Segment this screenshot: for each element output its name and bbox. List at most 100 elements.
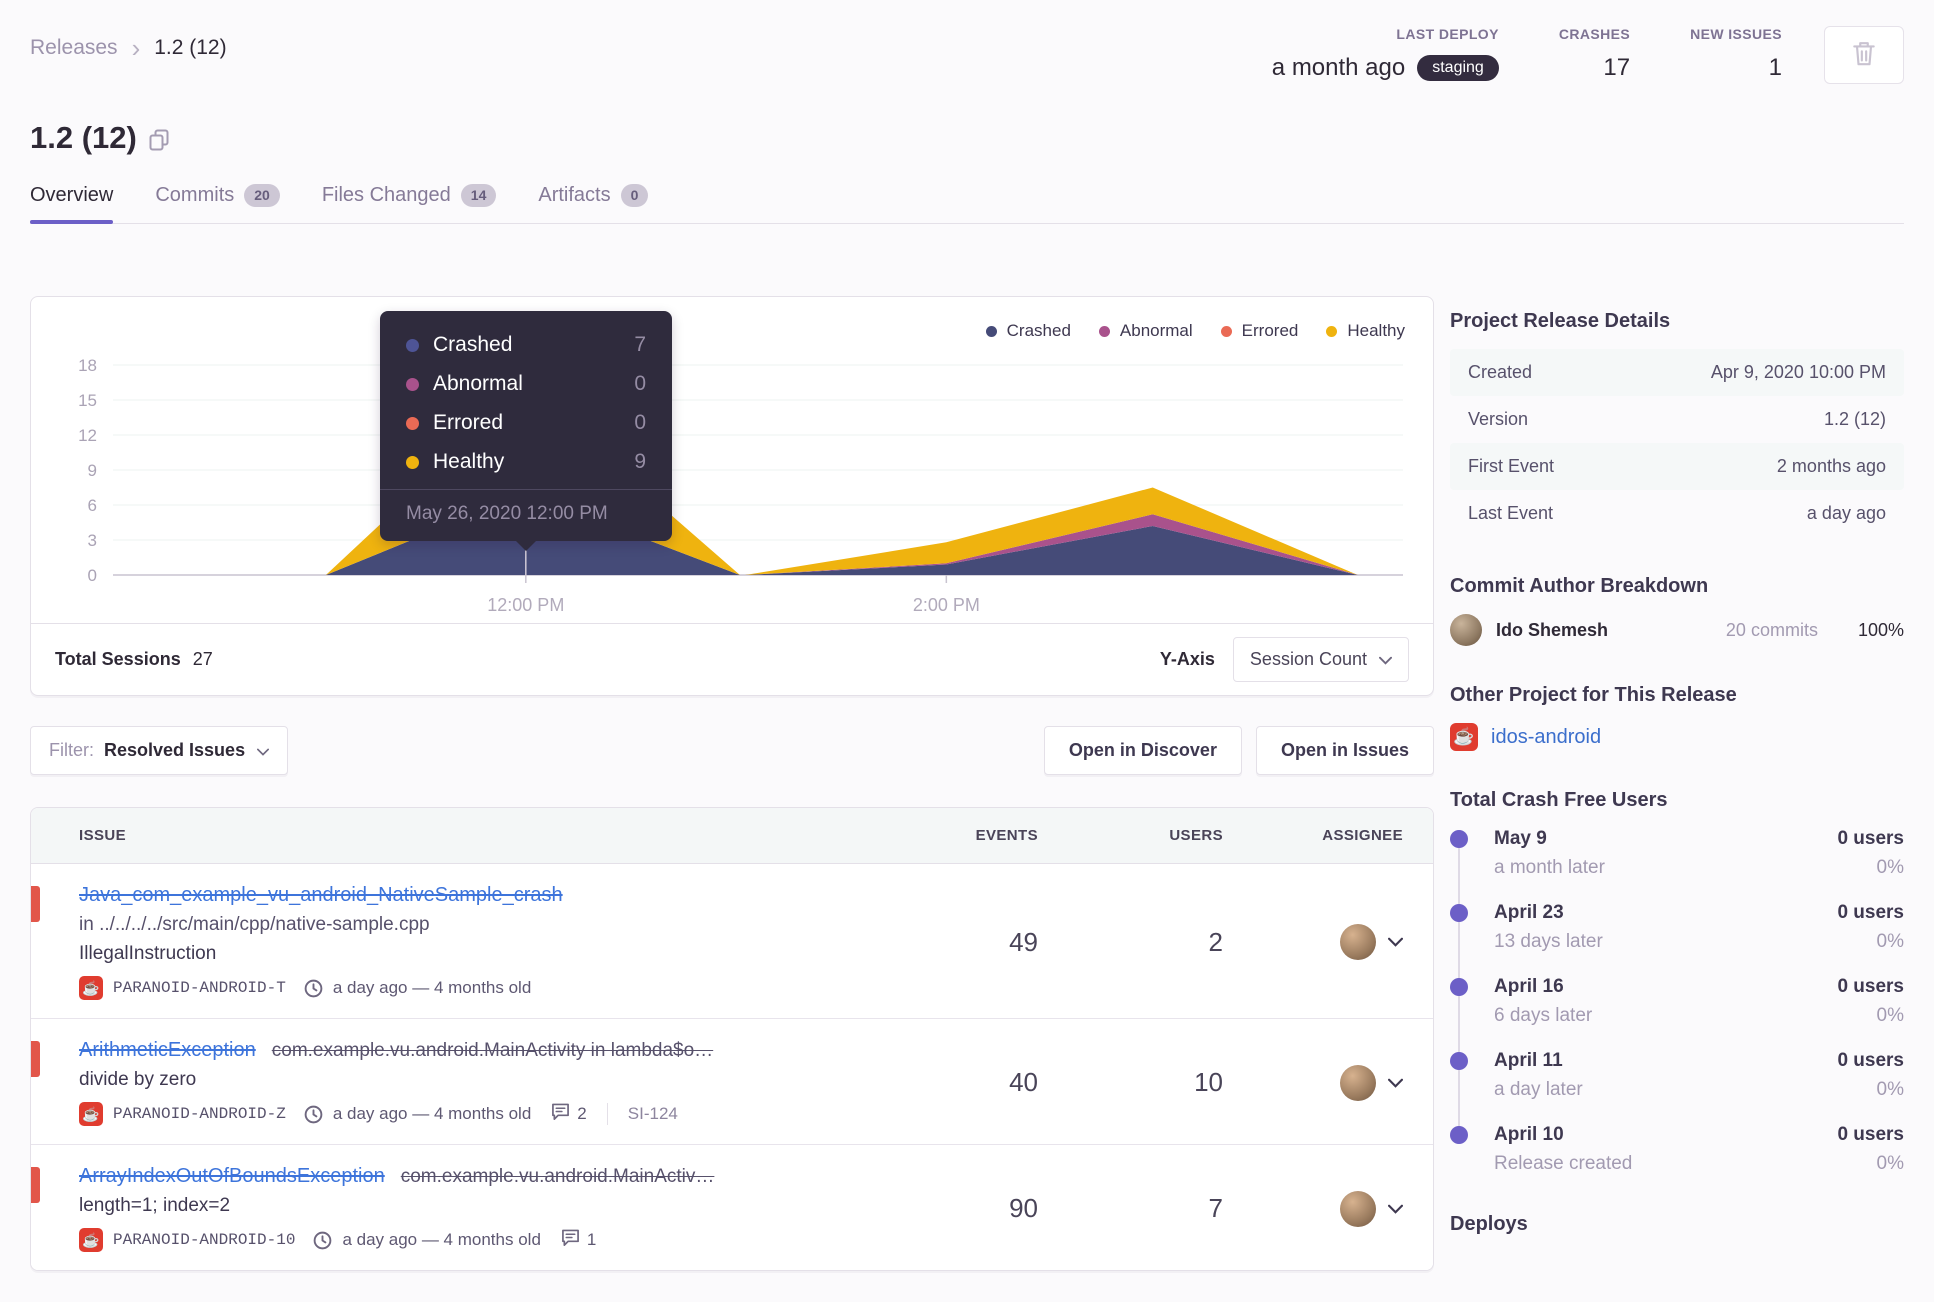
other-project-link[interactable]: idos-android (1491, 725, 1602, 748)
open-in-discover-button[interactable]: Open in Discover (1043, 726, 1242, 775)
crash-free-section: Total Crash Free Users May 9 a month late… (1450, 789, 1904, 1175)
timeline-dot (1450, 978, 1468, 996)
project-icon: ☕ (79, 976, 103, 1000)
yaxis-select[interactable]: Session Count (1232, 637, 1409, 682)
timeline-percent: 0% (1876, 1079, 1904, 1100)
svg-text:0: 0 (88, 566, 97, 585)
timeline-dot (1450, 1126, 1468, 1144)
chart-tooltip: Crashed 7 Abnormal 0 Errored 0 Healthy 9 May 26… (380, 311, 672, 551)
release-detail-row: Created Apr 9, 2020 10:00 PM (1450, 349, 1904, 396)
tooltip-series-value: 0 (634, 372, 646, 395)
column-header-events: EVENTS (975, 827, 1038, 844)
open-in-issues-button[interactable]: Open in Issues (1255, 726, 1434, 775)
svg-text:6: 6 (88, 496, 97, 515)
crash-free-timeline: May 9 a month later 0 users 0% April 23 13 da… (1450, 828, 1904, 1175)
total-sessions-value: 27 (192, 649, 213, 669)
project-icon: ☕ (79, 1228, 103, 1252)
legend-item-errored[interactable]: Errored (1220, 321, 1299, 341)
other-project-row: ☕ idos-android (1450, 723, 1904, 751)
breadcrumb-current: 1.2 (12) (154, 36, 227, 59)
breadcrumb-releases-link[interactable]: Releases (30, 36, 118, 59)
issues-filter-dropdown[interactable]: Filter: Resolved Issues (30, 726, 289, 775)
tab-overview[interactable]: Overview (30, 184, 114, 224)
issue-message: length=1; index=2 (79, 1195, 231, 1216)
issue-events-count: 40 (1009, 1067, 1038, 1097)
issue-row: ArithmeticException com.example.vu.androi… (31, 1019, 1433, 1145)
copy-icon (149, 129, 169, 154)
chevron-down-icon (1379, 649, 1392, 670)
column-header-users: USERS (1169, 827, 1223, 844)
stat-crashes: CRASHES 17 (1559, 26, 1630, 82)
timeline-dot (1450, 1052, 1468, 1070)
issue-title-link[interactable]: ArithmeticException (79, 1039, 256, 1061)
legend-item-healthy[interactable]: Healthy (1326, 321, 1405, 341)
legend-item-abnormal[interactable]: Abnormal (1098, 321, 1193, 341)
legend-dot (1326, 325, 1338, 337)
chevron-down-icon (1388, 1078, 1403, 1088)
legend-label: Errored (1241, 321, 1299, 340)
delete-release-button[interactable] (1824, 26, 1904, 84)
breadcrumb: Releases › 1.2 (12) (30, 26, 227, 61)
issues-table-header: ISSUE EVENTS USERS ASSIGNEE (31, 808, 1433, 864)
tooltip-dot (406, 416, 419, 430)
tab-bar: Overview Commits 20 Files Changed 14 Art… (30, 184, 1904, 224)
chevron-down-icon (1388, 1204, 1403, 1214)
yaxis-select-value: Session Count (1249, 649, 1367, 669)
legend-item-crashed[interactable]: Crashed (985, 321, 1071, 341)
tooltip-rows: Crashed 7 Abnormal 0 Errored 0 Healthy 9 (406, 333, 646, 474)
legend-label: Healthy (1347, 321, 1405, 340)
issue-cell: ArrayIndexOutOfBoundsException com.exampl… (79, 1165, 878, 1252)
tab-badge: 20 (244, 184, 280, 207)
section-heading: Project Release Details (1450, 310, 1671, 332)
stat-new-issues: NEW ISSUES 1 (1690, 26, 1782, 82)
header-stats: LAST DEPLOY a month ago staging CRASHES … (1272, 26, 1904, 84)
tab-artifacts[interactable]: Artifacts 0 (538, 184, 649, 223)
timeline-percent: 0% (1876, 1153, 1904, 1174)
release-details-section: Project Release Details Created Apr 9, 20… (1450, 310, 1904, 537)
sidebar: Project Release Details Created Apr 9, 20… (1450, 296, 1904, 1252)
issue-age: a day ago — 4 months old (342, 1230, 541, 1249)
yaxis-label: Y-Axis (1159, 649, 1215, 669)
timeline-percent: 0% (1876, 857, 1904, 878)
timeline-sublabel: a day later (1494, 1079, 1583, 1100)
sessions-chart-svg: 0 3 6 9 12 15 18 12:00 PM 2:00 PM (78, 356, 1403, 615)
main-column: Crashed Abnormal Errored Healthy 0 3 6 9 12 15 18… (30, 296, 1434, 1271)
timeline-sublabel: a month later (1494, 857, 1605, 878)
tab-commits[interactable]: Commits 20 (155, 184, 280, 223)
timeline-date: April 23 (1494, 902, 1564, 923)
tooltip-row-healthy: Healthy 9 (406, 450, 646, 474)
divider (606, 1103, 608, 1125)
tooltip-row-errored: Errored 0 (406, 411, 646, 435)
project-slug: PARANOID-ANDROID-Z (113, 1105, 286, 1123)
issue-events-count: 49 (1009, 926, 1038, 957)
svg-text:9: 9 (88, 461, 97, 480)
stat-value: 1 (1768, 54, 1782, 81)
timeline-sublabel: 13 days later (1494, 931, 1603, 952)
svg-text:12: 12 (78, 426, 97, 445)
issue-title-link[interactable]: ArrayIndexOutOfBoundsException (79, 1165, 385, 1187)
tooltip-series-label: Errored (433, 411, 504, 434)
clock-icon (304, 979, 323, 998)
release-detail-page: Releases › 1.2 (12) LAST DEPLOY a month … (30, 26, 1904, 1271)
assignee-dropdown[interactable] (1223, 924, 1403, 960)
stat-label: LAST DEPLOY (1396, 26, 1499, 42)
tooltip-series-label: Healthy (433, 450, 505, 473)
detail-value: 1.2 (12) (1823, 409, 1886, 429)
commit-author-row: Ido Shemesh 20 commits 100% (1450, 614, 1904, 646)
svg-text:3: 3 (88, 531, 97, 550)
issue-title-link[interactable]: Java_com_example_vu_android_NativeSample… (79, 884, 563, 906)
issue-culprit: com.example.vu.android.MainActiv… (400, 1166, 715, 1187)
detail-value: Apr 9, 2020 10:00 PM (1710, 362, 1886, 382)
project-icon: ☕ (1450, 723, 1478, 751)
assignee-avatar (1340, 1190, 1376, 1227)
timeline-users: 0 users (1837, 1124, 1904, 1145)
tooltip-series-value: 7 (634, 333, 646, 356)
assignee-dropdown[interactable] (1223, 1064, 1403, 1101)
timeline-date: May 9 (1494, 828, 1547, 849)
issues-toolbar: Filter: Resolved Issues Open in Discover… (30, 726, 1434, 775)
assignee-dropdown[interactable] (1223, 1190, 1403, 1227)
tab-files-changed[interactable]: Files Changed 14 (322, 184, 497, 223)
issues-table-card: ISSUE EVENTS USERS ASSIGNEE Java_com_exa… (30, 807, 1434, 1271)
tab-label: Commits (155, 184, 235, 206)
copy-version-button[interactable] (149, 123, 169, 154)
